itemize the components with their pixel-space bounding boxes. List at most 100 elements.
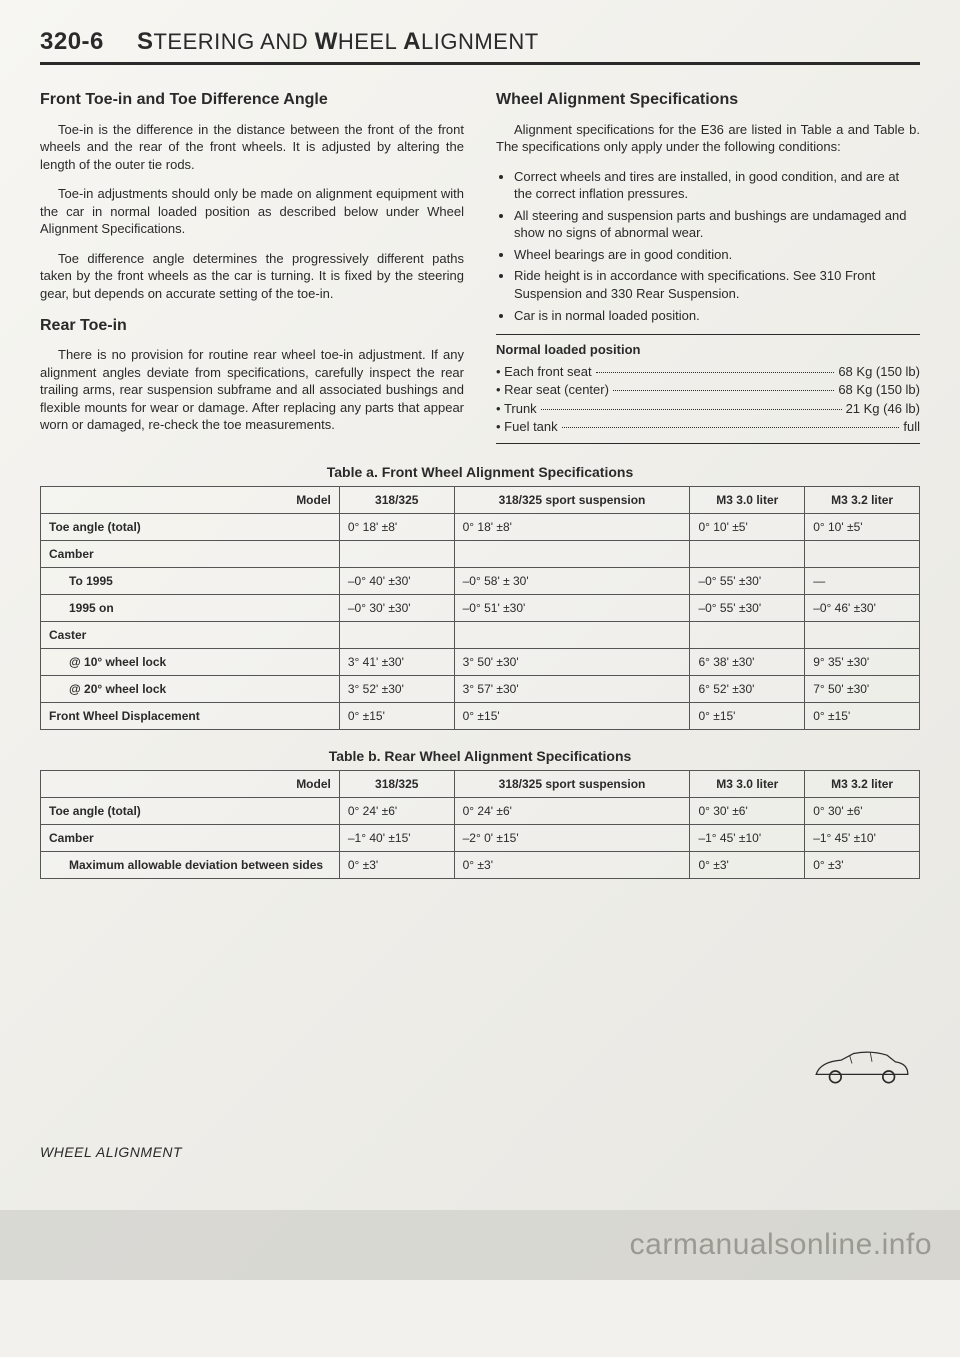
cell: 3° 57' ±30' [454, 675, 690, 702]
cell: 3° 50' ±30' [454, 648, 690, 675]
title-cap-2: W [315, 28, 338, 55]
cell: 0° 30' ±6' [690, 797, 805, 824]
cell: 0° 18' ±8' [454, 513, 690, 540]
dot-leader [541, 400, 842, 410]
table-row: Front Wheel Displacement0° ±15'0° ±15'0°… [41, 702, 920, 729]
nlp-row: Rear seat (center) 68 Kg (150 lb) [496, 381, 920, 399]
table-row: Camber [41, 540, 920, 567]
left-column: Front Toe-in and Toe Difference Angle To… [40, 83, 464, 446]
cell: –0° 58' ± 30' [454, 567, 690, 594]
col-m3-30: M3 3.0 liter [690, 770, 805, 797]
nlp-row: Fuel tank full [496, 418, 920, 436]
section-heading-rear-toe: Rear Toe-in [40, 315, 464, 337]
cell: 0° ±15' [690, 702, 805, 729]
list-item: Correct wheels and tires are installed, … [514, 168, 920, 203]
dot-leader [613, 381, 834, 391]
cell: –1° 45' ±10' [805, 824, 920, 851]
footer-text: WHEEL ALIGNMENT [40, 1144, 182, 1160]
nlp-label: Rear seat (center) [496, 381, 609, 399]
cell [805, 621, 920, 648]
table-row: Toe angle (total)0° 24' ±6'0° 24' ±6'0° … [41, 797, 920, 824]
col-318-325: 318/325 [339, 486, 454, 513]
cell: –1° 40' ±15' [339, 824, 454, 851]
para-left-4: There is no provision for routine rear w… [40, 346, 464, 434]
cell: 0° ±15' [805, 702, 920, 729]
para-left-3: Toe difference angle determines the prog… [40, 250, 464, 303]
table-header-row: Model 318/325 318/325 sport suspension M… [41, 770, 920, 797]
title-part-2: HEEL [338, 29, 403, 54]
cell: 0° ±3' [454, 851, 690, 878]
col-m3-32: M3 3.2 liter [805, 770, 920, 797]
cell: 6° 52' ±30' [690, 675, 805, 702]
row-label: Maximum allowable deviation between side… [41, 851, 340, 878]
cell: 0° 10' ±5' [805, 513, 920, 540]
watermark: carmanualsonline.info [0, 1210, 960, 1280]
cell: –2° 0' ±15' [454, 824, 690, 851]
para-right-1: Alignment specifications for the E36 are… [496, 121, 920, 156]
col-m3-32: M3 3.2 liter [805, 486, 920, 513]
table-b-caption: Table b. Rear Wheel Alignment Specificat… [40, 748, 920, 764]
row-label: Front Wheel Displacement [41, 702, 340, 729]
title-part-3: LIGNMENT [421, 29, 539, 54]
table-row: 1995 on–0° 30' ±30'–0° 51' ±30'–0° 55' ±… [41, 594, 920, 621]
row-label: Toe angle (total) [41, 797, 340, 824]
dot-leader [596, 363, 835, 373]
cell [805, 540, 920, 567]
cell: 6° 38' ±30' [690, 648, 805, 675]
para-left-2: Toe-in adjustments should only be made o… [40, 185, 464, 238]
nlp-title: Normal loaded position [496, 341, 920, 359]
cell: — [805, 567, 920, 594]
table-row: Maximum allowable deviation between side… [41, 851, 920, 878]
cell: 0° 18' ±8' [339, 513, 454, 540]
table-a-caption: Table a. Front Wheel Alignment Specifica… [40, 464, 920, 480]
cell: –0° 40' ±30' [339, 567, 454, 594]
page: 320-6 STEERING AND WHEEL ALIGNMENT Front… [0, 0, 960, 1280]
cell: 0° ±15' [454, 702, 690, 729]
cell: 7° 50' ±30' [805, 675, 920, 702]
nlp-label: Each front seat [496, 363, 592, 381]
two-column-body: Front Toe-in and Toe Difference Angle To… [40, 83, 920, 446]
title-cap-1: S [137, 28, 154, 55]
col-sport: 318/325 sport suspension [454, 770, 690, 797]
dot-leader [562, 418, 900, 428]
nlp-label: Trunk [496, 400, 537, 418]
cell [339, 621, 454, 648]
para-left-1: Toe-in is the difference in the distance… [40, 121, 464, 174]
cell: 3° 52' ±30' [339, 675, 454, 702]
col-model: Model [41, 486, 340, 513]
cell: –1° 45' ±10' [690, 824, 805, 851]
cell: –0° 55' ±30' [690, 594, 805, 621]
cell: –0° 46' ±30' [805, 594, 920, 621]
title-cap-3: A [403, 28, 421, 55]
cell: 9° 35' ±30' [805, 648, 920, 675]
normal-loaded-position-box: Normal loaded position Each front seat 6… [496, 334, 920, 444]
section-heading-front-toe: Front Toe-in and Toe Difference Angle [40, 89, 464, 111]
table-row: Toe angle (total)0° 18' ±8'0° 18' ±8'0° … [41, 513, 920, 540]
nlp-value: full [903, 418, 920, 436]
car-icon [812, 1042, 912, 1090]
row-label: @ 20° wheel lock [41, 675, 340, 702]
cell: 0° 10' ±5' [690, 513, 805, 540]
cell: 3° 41' ±30' [339, 648, 454, 675]
list-item: Car is in normal loaded position. [514, 307, 920, 325]
row-label: Toe angle (total) [41, 513, 340, 540]
nlp-row: Trunk 21 Kg (46 lb) [496, 400, 920, 418]
table-row: @ 20° wheel lock3° 52' ±30'3° 57' ±30'6°… [41, 675, 920, 702]
list-item: Ride height is in accordance with specif… [514, 267, 920, 302]
header-line: 320-6 STEERING AND WHEEL ALIGNMENT [40, 28, 920, 56]
cell: 0° 30' ±6' [805, 797, 920, 824]
col-sport: 318/325 sport suspension [454, 486, 690, 513]
cell: 0° 24' ±6' [454, 797, 690, 824]
list-item: All steering and suspension parts and bu… [514, 207, 920, 242]
table-row: @ 10° wheel lock3° 41' ±30'3° 50' ±30'6°… [41, 648, 920, 675]
table-a: Model 318/325 318/325 sport suspension M… [40, 486, 920, 730]
table-header-row: Model 318/325 318/325 sport suspension M… [41, 486, 920, 513]
row-label: Camber [41, 540, 340, 567]
title-part-1: TEERING AND [153, 29, 314, 54]
nlp-value: 68 Kg (150 lb) [838, 381, 920, 399]
cell: –0° 30' ±30' [339, 594, 454, 621]
cell [339, 540, 454, 567]
nlp-value: 68 Kg (150 lb) [838, 363, 920, 381]
row-label: Camber [41, 824, 340, 851]
cell: –0° 51' ±30' [454, 594, 690, 621]
